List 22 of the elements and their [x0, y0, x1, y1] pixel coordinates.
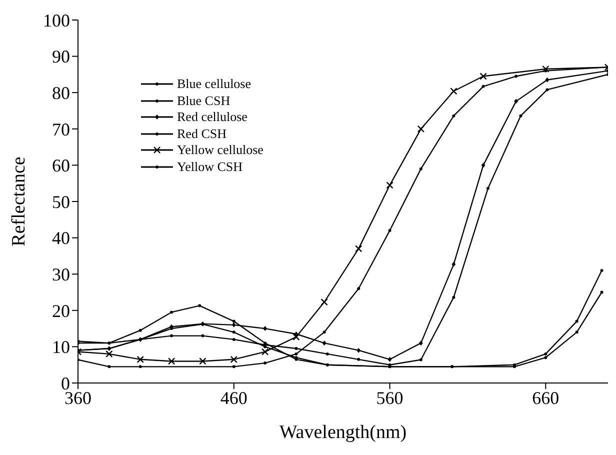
- legend-label: Red CSH: [177, 126, 226, 142]
- x-tick-label: 660: [532, 388, 560, 408]
- y-tick-label: 70: [52, 119, 70, 140]
- legend-label: Yellow CSH: [177, 158, 243, 175]
- legend-label: Blue cellulose: [177, 76, 252, 92]
- y-tick-label: 0: [61, 373, 70, 394]
- y-tick-label: 50: [52, 192, 70, 212]
- y-tick-label: 30: [52, 264, 70, 284]
- y-tick-label: 80: [52, 82, 70, 103]
- y-axis-title: Reflectance: [8, 156, 30, 246]
- x-tick-label: 460: [220, 388, 248, 408]
- y-tick-label: 10: [52, 337, 70, 358]
- y-tick-label: 100: [43, 10, 70, 30]
- y-tick-label: 90: [52, 46, 70, 67]
- legend-label: Yellow cellulose: [177, 142, 264, 158]
- y-tick-label: 40: [52, 228, 70, 248]
- x-axis-title: Wavelength(nm): [279, 422, 407, 443]
- legend-label: Blue CSH: [177, 92, 230, 109]
- y-tick-label: 20: [52, 300, 70, 321]
- legend-label: Red cellulose: [177, 109, 248, 126]
- x-tick-label: 560: [376, 388, 404, 408]
- y-tick-label: 60: [52, 156, 70, 176]
